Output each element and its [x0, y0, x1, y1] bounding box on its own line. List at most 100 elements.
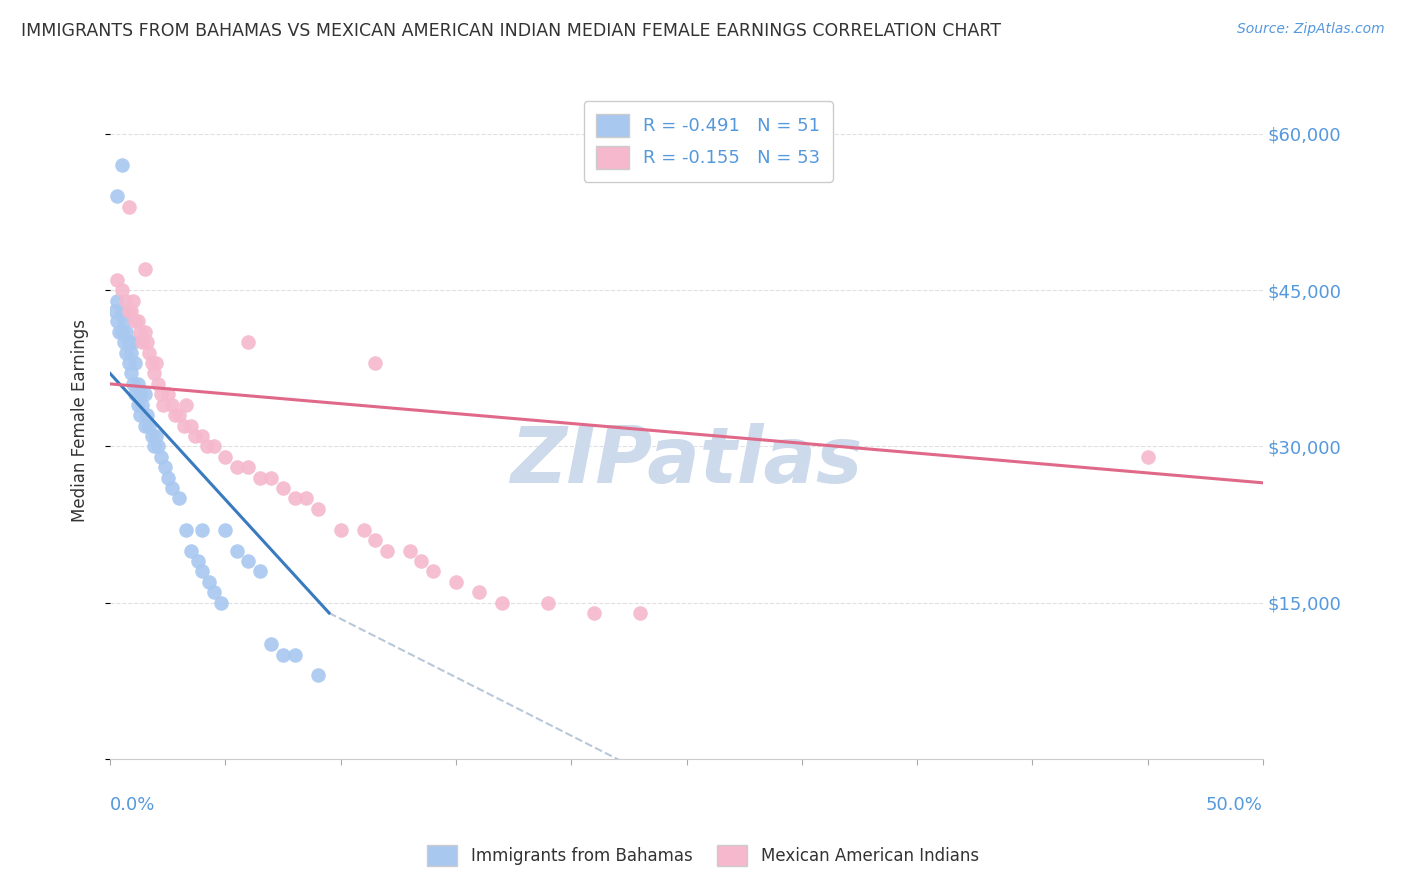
Text: 0.0%: 0.0% — [110, 796, 156, 814]
Point — [145, 429, 167, 443]
Point — [148, 439, 170, 453]
Point — [138, 345, 160, 359]
Point — [156, 387, 179, 401]
Point — [149, 450, 172, 464]
Point — [398, 543, 420, 558]
Point — [141, 356, 163, 370]
Point — [238, 460, 260, 475]
Point — [214, 450, 236, 464]
Point — [105, 189, 128, 203]
Point — [537, 596, 560, 610]
Point — [117, 335, 139, 350]
Point — [444, 574, 467, 589]
Point — [260, 637, 283, 651]
Point — [214, 523, 236, 537]
Point — [141, 429, 163, 443]
Point — [295, 491, 318, 506]
Point — [105, 314, 128, 328]
Point — [122, 293, 145, 308]
Point — [329, 523, 352, 537]
Point — [108, 325, 131, 339]
Point — [136, 408, 159, 422]
Point — [120, 345, 142, 359]
Point — [375, 543, 398, 558]
Point — [131, 335, 153, 350]
Point — [583, 606, 606, 620]
Point — [180, 543, 202, 558]
Point — [122, 376, 145, 391]
Point — [364, 356, 387, 370]
Point — [134, 387, 156, 401]
Point — [124, 356, 146, 370]
Point — [112, 335, 135, 350]
Point — [129, 387, 152, 401]
Point — [167, 491, 190, 506]
Point — [110, 158, 132, 172]
Point — [468, 585, 491, 599]
Point — [131, 398, 153, 412]
Point — [120, 304, 142, 318]
Point — [120, 367, 142, 381]
Point — [422, 565, 444, 579]
Point — [353, 523, 375, 537]
Point — [117, 200, 139, 214]
Point — [238, 554, 260, 568]
Point — [162, 398, 184, 412]
Point — [112, 314, 135, 328]
Text: Source: ZipAtlas.com: Source: ZipAtlas.com — [1237, 22, 1385, 37]
Point — [249, 470, 271, 484]
Point — [105, 273, 128, 287]
Point — [156, 470, 179, 484]
Point — [271, 648, 294, 662]
Point — [191, 429, 214, 443]
Point — [202, 439, 225, 453]
Point — [127, 376, 149, 391]
Point — [260, 470, 283, 484]
Point — [122, 335, 145, 350]
Point — [127, 398, 149, 412]
Point — [167, 408, 190, 422]
Point — [117, 356, 139, 370]
Point — [134, 325, 156, 339]
Point — [129, 408, 152, 422]
Point — [115, 293, 138, 308]
Point — [198, 574, 221, 589]
Text: ZIPatlas: ZIPatlas — [510, 423, 863, 499]
Point — [162, 481, 184, 495]
Point — [117, 304, 139, 318]
Point — [1136, 450, 1159, 464]
Point — [110, 325, 132, 339]
Point — [271, 481, 294, 495]
Point — [491, 596, 513, 610]
Point — [209, 596, 232, 610]
Point — [129, 325, 152, 339]
Point — [115, 345, 138, 359]
Point — [307, 501, 329, 516]
Point — [191, 523, 214, 537]
Point — [110, 304, 132, 318]
Point — [628, 606, 651, 620]
Point — [195, 439, 218, 453]
Point — [124, 314, 146, 328]
Point — [202, 585, 225, 599]
Point — [187, 554, 209, 568]
Point — [184, 429, 207, 443]
Text: IMMIGRANTS FROM BAHAMAS VS MEXICAN AMERICAN INDIAN MEDIAN FEMALE EARNINGS CORREL: IMMIGRANTS FROM BAHAMAS VS MEXICAN AMERI… — [21, 22, 1001, 40]
Point — [411, 554, 433, 568]
Point — [142, 367, 165, 381]
Point — [142, 439, 165, 453]
Point — [138, 418, 160, 433]
Point — [283, 648, 305, 662]
Point — [105, 293, 128, 308]
Point — [155, 460, 177, 475]
Point — [249, 565, 271, 579]
Point — [174, 398, 197, 412]
Legend: R = -0.491   N = 51, R = -0.155   N = 53: R = -0.491 N = 51, R = -0.155 N = 53 — [583, 101, 834, 182]
Point — [145, 356, 167, 370]
Point — [104, 304, 127, 318]
Point — [134, 262, 156, 277]
Legend: Immigrants from Bahamas, Mexican American Indians: Immigrants from Bahamas, Mexican America… — [420, 838, 986, 873]
Text: 50.0%: 50.0% — [1206, 796, 1263, 814]
Point — [364, 533, 387, 547]
Point — [173, 418, 195, 433]
